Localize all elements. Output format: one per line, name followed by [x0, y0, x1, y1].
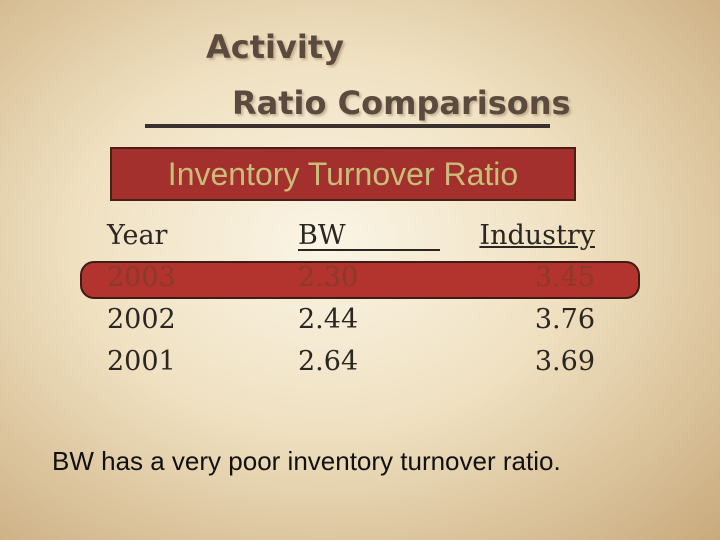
table-cell: 3.45: [534, 262, 595, 293]
row-highlight: [80, 261, 640, 299]
table-cell: 3.76: [534, 304, 595, 335]
table-cell: 2001: [107, 346, 176, 377]
table-cell: 2002: [107, 304, 176, 335]
table-cell: 2.64: [298, 346, 359, 377]
title-underline: [145, 124, 550, 128]
column-header: BW: [298, 220, 346, 251]
header-underline: [298, 249, 440, 251]
table-cell: 3.69: [534, 346, 595, 377]
table-cell: 2.30: [298, 262, 359, 293]
column-header: Year: [107, 220, 168, 251]
subtitle-box: Inventory Turnover Ratio: [110, 147, 576, 201]
table-cell: 2003: [107, 262, 176, 293]
title-line: Ratio Comparisons: [232, 84, 571, 122]
column-header: Industry: [479, 220, 595, 251]
table-cell: 2.44: [298, 304, 359, 335]
footer-note: BW has a very poor inventory turnover ra…: [52, 446, 561, 476]
title-line: Activity: [206, 28, 344, 66]
